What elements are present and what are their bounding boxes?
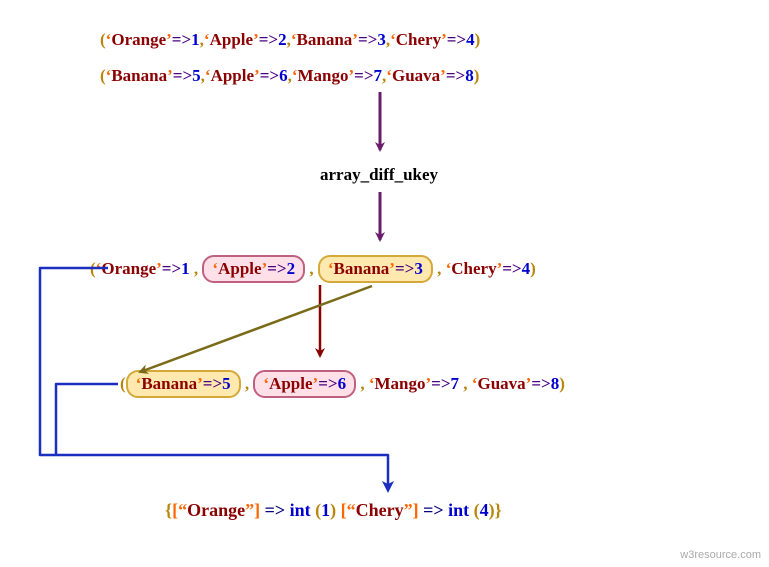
footer-label: w3resource.com xyxy=(680,549,761,561)
array1: (‘Orange’=>1,‘Apple’=>2,‘Banana’=>3,‘Che… xyxy=(100,30,480,50)
func-label: array_diff_ukey xyxy=(320,165,438,184)
array2: (‘Banana’=>5,‘Apple’=>6,‘Mango’=>7,‘Guav… xyxy=(100,66,479,86)
result-line: {[“Orange”] => int (1) [“Chery”] => int … xyxy=(165,500,502,521)
arrow-result-route-branch xyxy=(56,384,118,455)
array4-highlighted: (‘Banana’=>5 , ‘Apple’=>6 , ‘Mango’=>7 ,… xyxy=(120,370,565,398)
function-name: array_diff_ukey xyxy=(320,165,438,185)
arrow-banana-match xyxy=(140,286,372,372)
footer-text: w3resource.com xyxy=(680,549,761,561)
array3-highlighted: (‘Orange’=>1 , ‘Apple’=>2 , ‘Banana’=>3 … xyxy=(90,255,536,283)
